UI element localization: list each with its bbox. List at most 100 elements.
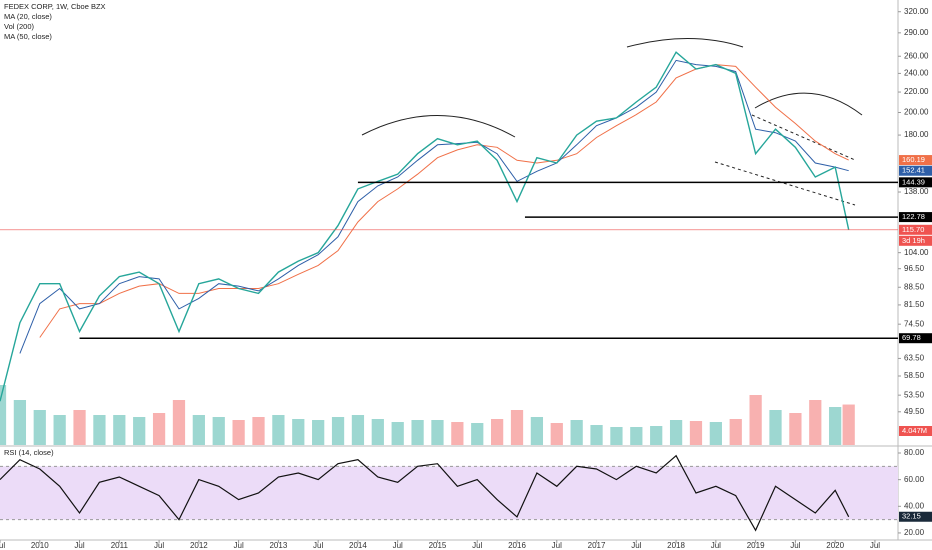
y-tick-label: 74.50 <box>904 319 925 328</box>
volume-bar <box>471 423 484 445</box>
y-tick-label: 80.00 <box>904 448 925 457</box>
volume-bar <box>0 385 7 445</box>
volume-bar <box>232 420 245 445</box>
volume-bar <box>590 425 603 445</box>
volume-bar <box>152 413 166 445</box>
countdown-tag <box>899 235 932 246</box>
volume-bar <box>391 422 404 445</box>
volume-bar <box>550 423 563 445</box>
volume-bar <box>769 410 782 445</box>
price-tag-label: 69.78 <box>902 333 921 342</box>
volume-bar <box>490 419 504 445</box>
volume-bar <box>689 421 703 445</box>
price-tag <box>899 177 932 188</box>
y-tick-label: 138.00 <box>904 187 929 196</box>
volume-bar <box>451 422 464 445</box>
ma-tag-label: 160.19 <box>902 155 925 164</box>
volume-bar <box>371 419 384 445</box>
y-tick-label: 53.50 <box>904 390 925 399</box>
x-tick-label: Jul <box>393 541 403 550</box>
y-tick-label: 63.50 <box>904 354 925 363</box>
ma-tag-label: 152.41 <box>902 166 925 175</box>
volume-bar <box>669 420 683 445</box>
y-tick-label: 220.00 <box>904 87 929 96</box>
volume-bar <box>431 420 444 445</box>
x-tick-label: Jul <box>711 541 721 550</box>
volume-bar <box>829 407 842 445</box>
x-tick-label: 2019 <box>747 541 765 550</box>
volume-bar <box>709 422 722 445</box>
x-tick-label: Jul <box>472 541 482 550</box>
volume-bar <box>93 415 106 445</box>
x-tick-label: 2018 <box>667 541 685 550</box>
x-tick-label: Jul <box>313 541 323 550</box>
x-tick-label: 2015 <box>429 541 447 550</box>
x-tick-label: Jul <box>552 541 562 550</box>
y-tick-label: 49.50 <box>904 407 925 416</box>
x-tick-label: Jul <box>154 541 164 550</box>
y-tick-label: 20.00 <box>904 528 925 537</box>
y-tick-label: 96.50 <box>904 264 925 273</box>
volume-bar <box>729 419 742 445</box>
annotations <box>361 38 863 206</box>
chart-title: FEDEX CORP, 1W, Cboe BZX <box>4 2 106 11</box>
price-tag-label: 122.78 <box>902 212 925 221</box>
volume-bar <box>133 417 146 445</box>
trend-line <box>751 114 856 161</box>
rsi-tag <box>899 511 932 522</box>
x-tick-label: 2011 <box>111 541 129 550</box>
volume-bar <box>13 400 27 445</box>
volume-bar <box>172 400 186 445</box>
x-tick-label: Jul <box>74 541 84 550</box>
legend-volume: Vol (200) <box>4 22 35 31</box>
volume-bar <box>610 427 623 445</box>
volume-bar <box>351 415 365 445</box>
x-tick-label: Jul <box>870 541 880 550</box>
volume-bar <box>510 410 524 445</box>
arc <box>754 92 863 116</box>
y-tick-label: 240.00 <box>904 69 929 78</box>
price-tag <box>899 333 932 344</box>
volume-bar <box>331 417 345 445</box>
x-tick-label: Jul <box>234 541 244 550</box>
x-tick-label: 2020 <box>826 541 844 550</box>
volume-bar <box>272 415 285 445</box>
legend-ma20: MA (20, close) <box>4 12 52 21</box>
rsi-band <box>0 466 898 520</box>
ma-tag <box>899 155 932 166</box>
volume-bar <box>212 417 225 445</box>
y-tick-label: 81.50 <box>904 300 925 309</box>
y-tick-label: 88.50 <box>904 282 925 291</box>
x-tick-label: Jul <box>0 541 5 550</box>
trend-line <box>714 161 856 206</box>
volume-bar <box>312 420 325 445</box>
x-tick-label: Jul <box>631 541 641 550</box>
volume-bar <box>530 417 544 445</box>
price-tag-label: 144.39 <box>902 177 925 186</box>
volume-tag <box>899 426 932 436</box>
y-tick-label: 104.00 <box>904 248 929 257</box>
volume-bar <box>842 404 855 445</box>
ma-tag <box>899 165 932 176</box>
y-tick-label: 290.00 <box>904 28 929 37</box>
volume-bar <box>113 415 126 445</box>
arc <box>626 38 744 48</box>
volume-bar <box>73 410 86 445</box>
volume-bar <box>570 420 583 445</box>
close-tag-label: 115.70 <box>902 225 924 234</box>
volume-bar <box>53 415 66 445</box>
volume-bar <box>192 415 205 445</box>
volume-bar <box>411 420 424 445</box>
y-tick-label: 58.50 <box>904 371 925 380</box>
x-tick-label: Jul <box>790 541 800 550</box>
x-tick-label: 2014 <box>349 541 367 550</box>
x-tick-label: 2016 <box>508 541 526 550</box>
volume-bar <box>33 410 46 445</box>
close-tag <box>899 224 932 235</box>
countdown-label: 3d 19h <box>902 236 925 245</box>
y-tick-label: 60.00 <box>904 475 925 484</box>
y-tick-label: 320.00 <box>904 7 929 16</box>
x-tick-label: 2013 <box>269 541 287 550</box>
